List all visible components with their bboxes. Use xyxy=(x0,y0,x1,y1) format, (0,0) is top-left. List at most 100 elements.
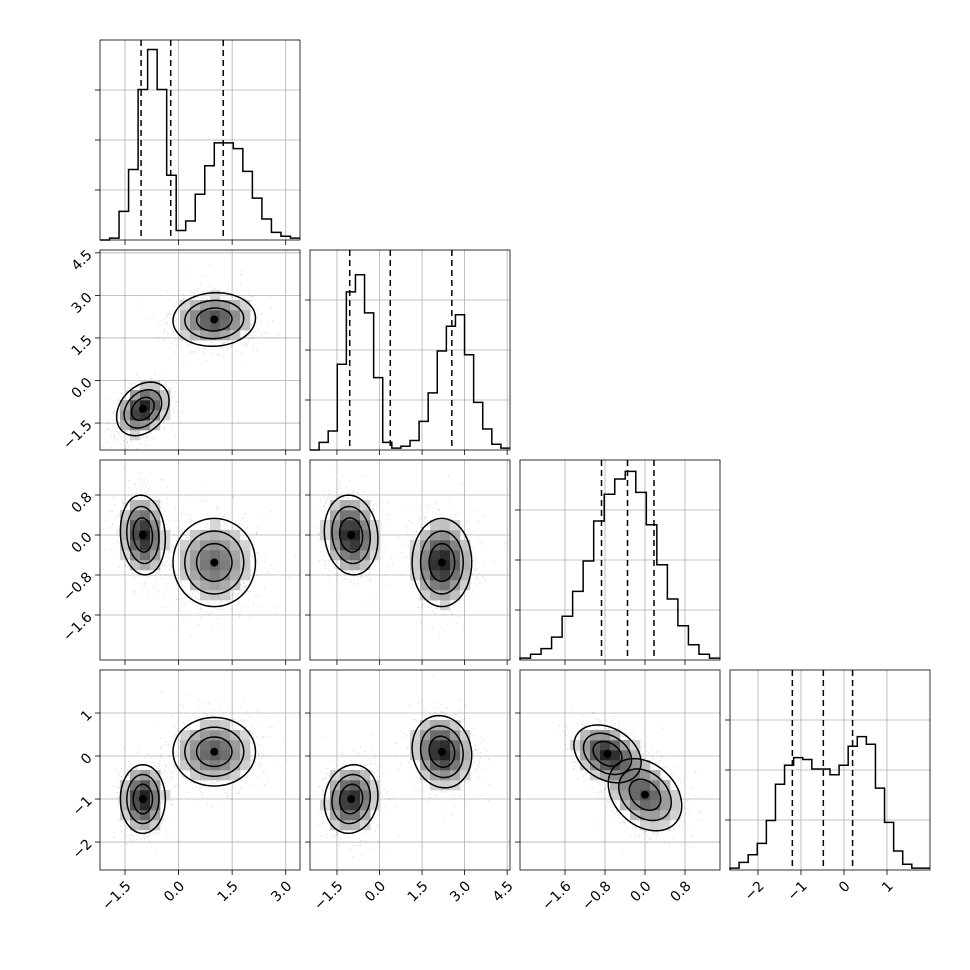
density-cell xyxy=(330,540,341,551)
contour-mode-0-level-2 xyxy=(132,517,154,553)
density-cell xyxy=(200,530,211,541)
density-cell xyxy=(150,410,161,421)
contour-mode-0-level-2 xyxy=(130,396,155,422)
density-cell xyxy=(190,570,201,581)
density-cell xyxy=(460,750,471,761)
density-cell xyxy=(330,800,341,811)
density-cell xyxy=(600,740,611,751)
density-cell xyxy=(420,740,431,751)
density-cell xyxy=(180,730,191,741)
contour-mode-0-level-1 xyxy=(126,505,160,565)
density-cell xyxy=(450,770,461,781)
density-cell xyxy=(440,550,451,561)
density-cell xyxy=(440,720,451,731)
density-cell xyxy=(220,580,231,591)
density-cell xyxy=(200,760,211,771)
density-cell xyxy=(350,540,361,551)
density-cell xyxy=(230,320,241,331)
density-cell xyxy=(450,550,461,561)
mode-peak-1 xyxy=(437,558,446,567)
density-cell xyxy=(340,790,351,801)
density-cell xyxy=(590,730,601,741)
density-cell xyxy=(150,820,161,831)
panel-frame xyxy=(729,669,931,871)
contour-mode-1-level-2 xyxy=(195,736,233,768)
density-cell xyxy=(620,770,631,781)
density-cell xyxy=(430,730,441,741)
density-cell xyxy=(240,310,251,321)
density-cell xyxy=(460,570,471,581)
density-cell xyxy=(240,560,251,571)
density-cell xyxy=(370,800,381,811)
x-tick-label: 1.5 xyxy=(405,878,432,905)
y-tick-label: 0 xyxy=(78,750,96,768)
density-cell xyxy=(220,760,231,771)
contour-mode-0-level-1 xyxy=(582,732,633,776)
density-cell xyxy=(360,810,371,821)
density-cell xyxy=(120,800,131,811)
contour-mode-0-level-2 xyxy=(132,783,154,815)
density-cell xyxy=(450,590,461,601)
density-cell xyxy=(430,530,441,541)
contour-mode-1-level-1 xyxy=(184,299,245,340)
density-cell xyxy=(430,580,441,591)
density-cell xyxy=(240,540,251,551)
density-cell xyxy=(630,770,641,781)
density-cell xyxy=(350,510,361,521)
contour-mode-1-level-0 xyxy=(607,757,683,832)
density-cell xyxy=(640,820,651,831)
density-cell xyxy=(420,570,431,581)
density-cell xyxy=(180,330,191,341)
density-cell xyxy=(180,570,191,581)
x-tick-label: 1 xyxy=(879,878,897,896)
density-cell xyxy=(240,320,251,331)
density-cell xyxy=(610,790,621,801)
x-tick-label: 0 xyxy=(836,878,854,896)
density-cell xyxy=(130,780,141,791)
density-cell xyxy=(130,400,141,411)
density-cell xyxy=(640,780,651,791)
density-cell xyxy=(630,780,641,791)
density-cell xyxy=(150,770,161,781)
density-cell xyxy=(220,730,231,741)
x-tick-label: 0.8 xyxy=(668,878,695,905)
density-cell xyxy=(230,530,241,541)
density-cell xyxy=(230,560,241,571)
mode-peak-1 xyxy=(437,747,446,756)
histogram-panel-3 xyxy=(725,669,931,871)
histogram-step-1 xyxy=(310,274,510,451)
density-cell xyxy=(130,790,141,801)
density-cell xyxy=(220,550,231,561)
contour-mode-0-level-0 xyxy=(115,381,170,437)
density-cell xyxy=(360,560,371,571)
density-cell xyxy=(140,520,151,531)
density-cell xyxy=(140,510,151,521)
density-cell xyxy=(600,770,611,781)
density-cell xyxy=(630,790,641,801)
density-cell xyxy=(360,510,371,521)
density-cell xyxy=(430,520,441,531)
density-cell xyxy=(140,410,151,421)
density-cell xyxy=(240,740,251,751)
x-tick-label: 1.5 xyxy=(215,878,242,905)
density-cell xyxy=(190,760,201,771)
density-cell xyxy=(420,540,431,551)
density-cell xyxy=(460,550,471,561)
density-cell xyxy=(220,330,231,341)
density-cell xyxy=(430,540,441,551)
density-cell xyxy=(120,810,131,821)
mode-peak-1 xyxy=(641,790,649,799)
density-cell xyxy=(150,560,161,571)
density-cell xyxy=(420,750,431,761)
density-cell xyxy=(460,560,471,571)
density-cell xyxy=(210,740,221,751)
mode-peak-0 xyxy=(347,531,356,539)
density-cell xyxy=(670,810,681,821)
density-cell xyxy=(210,330,221,341)
contour-mode-1-level-2 xyxy=(195,542,233,583)
contour-mode-1-level-1 xyxy=(419,725,464,779)
density-cell xyxy=(140,390,151,401)
density-cell xyxy=(360,790,371,801)
density-cell xyxy=(370,780,381,791)
density-cell xyxy=(190,320,201,331)
